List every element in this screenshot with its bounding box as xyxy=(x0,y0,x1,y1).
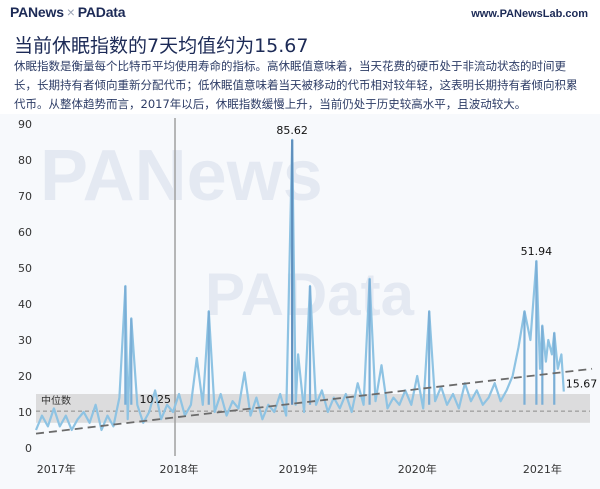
brand-padata: PAData xyxy=(77,4,126,20)
y-tick-label: 20 xyxy=(18,370,32,383)
trend-group xyxy=(35,367,593,435)
y-tick-label: 80 xyxy=(18,154,32,167)
x-tick-label: 2018年 xyxy=(159,462,198,476)
annotation-label: 51.94 xyxy=(521,245,553,258)
brand-separator: × xyxy=(66,4,75,20)
annotation-label: 85.62 xyxy=(276,124,308,137)
y-tick-label: 10 xyxy=(18,406,32,419)
y-tick-label: 30 xyxy=(18,334,32,347)
top-bar: PANews × PAData www.PANewsLab.com xyxy=(0,0,600,28)
x-tick-label: 2021年 xyxy=(523,462,562,476)
x-axis: 2017年 2018年 2019年 2020年 2021年 xyxy=(37,462,562,476)
annotation-label: 15.67 xyxy=(566,378,598,391)
annotation-label: 10.25 xyxy=(140,393,172,406)
y-tick-label: 50 xyxy=(18,262,32,275)
site-url[interactable]: www.PANewsLab.com xyxy=(471,8,588,20)
annotations-group: 85.62 51.94 10.25 15.67 xyxy=(140,124,598,406)
y-tick-label: 70 xyxy=(18,190,32,203)
page-title: 当前休眠指数的7天均值约为15.67 xyxy=(14,35,309,57)
brand-logo: PANews × PAData xyxy=(10,4,126,20)
x-tick-label: 2020年 xyxy=(398,462,437,476)
y-axis: 0 10 20 30 40 50 60 70 80 90 xyxy=(18,118,32,455)
description-text: 休眠指数是衡量每个比特币平均使用寿命的指标。高休眠值意味着，当天花费的硬币处于非… xyxy=(14,59,578,111)
x-tick-label: 2019年 xyxy=(279,462,318,476)
x-tick-label: 2017年 xyxy=(37,462,76,476)
median-label: 中位数 xyxy=(41,394,71,407)
y-tick-label: 40 xyxy=(18,298,32,311)
series-group xyxy=(34,138,565,432)
y-tick-label: 60 xyxy=(18,226,32,239)
series-line xyxy=(34,138,565,432)
y-tick-label: 90 xyxy=(18,118,32,131)
watermark-panews: PANews xyxy=(40,136,323,216)
brand-panews: PANews xyxy=(10,4,64,20)
y-tick-label: 0 xyxy=(25,442,32,455)
trend-line xyxy=(35,367,593,435)
